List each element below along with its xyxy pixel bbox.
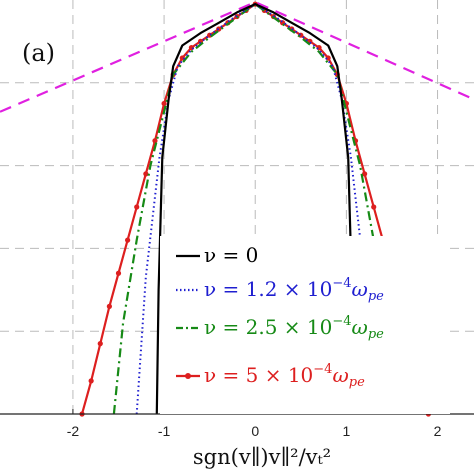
panel-label: (a) [22,39,55,67]
series-3-point-4 [115,270,122,276]
series-line-0 [155,2,355,415]
x-tick-label-0: -2 [67,423,80,439]
legend-box [160,236,450,414]
series-3-point-1 [88,378,94,384]
x-tick-label-3: 1 [342,423,350,439]
series-3-point-32 [371,204,377,210]
series-3-point-27 [325,55,331,61]
series-3-point-31 [362,171,368,177]
legend-label-1: ν = 1.2 × 10−4ωpe [204,276,384,304]
x-tick-label-2: 0 [251,423,259,439]
series-3-point-8 [152,138,158,144]
x-tick-labels: -2 -1 0 1 2 [67,423,442,439]
legend-label-3: ν = 5 × 10−4ωpe [204,362,365,390]
x-tick-label-4: 2 [434,423,442,439]
legend-marker-3 [185,373,191,379]
legend-label-0: ν = 0 [204,243,258,267]
x-tick-label-1: -1 [158,423,171,439]
panel-label-box [18,36,70,70]
series-lines [0,0,474,417]
legend-label-2: ν = 2.5 × 10−4ωpe [204,314,384,342]
series-3-point-7 [143,171,149,177]
legend: ν = 0 ν = 1.2 × 10−4ωpe ν = 2.5 × 10−4ωpe ν… [160,236,450,414]
x-axis-label: sgn(v∥)v∥²/vₜ² [193,445,331,469]
series-3-point-5 [125,237,131,243]
series-3-point-6 [134,204,140,210]
series-line-2 [112,2,398,415]
series-3-point-11 [179,55,185,61]
series-3-point-2 [97,341,103,347]
series-3-point-3 [106,303,112,309]
series-3-point-9 [161,100,167,107]
